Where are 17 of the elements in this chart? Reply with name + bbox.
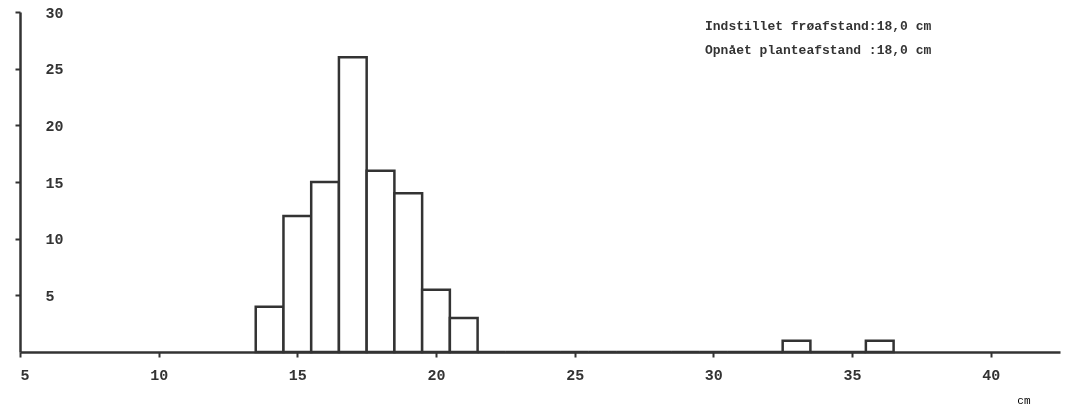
y-tick-label: 10 xyxy=(45,232,64,250)
y-tick-label: 20 xyxy=(45,118,64,136)
x-tick-label: 35 xyxy=(843,367,862,385)
x-tick-label: 5 xyxy=(20,367,30,385)
annotation: Indstillet frøafstand:18,0 cm xyxy=(705,19,932,34)
annotation: Opnået planteafstand :18,0 cm xyxy=(705,43,932,58)
x-axis-title: cm xyxy=(1017,394,1031,407)
x-tick-label: 15 xyxy=(288,367,307,385)
x-tick-label: 30 xyxy=(704,367,723,385)
y-tick-label: 15 xyxy=(45,175,64,193)
x-tick-label: 20 xyxy=(427,367,446,385)
y-tick-label: 25 xyxy=(45,62,64,80)
y-tick-label: 30 xyxy=(45,5,64,23)
x-tick-label: 25 xyxy=(566,367,585,385)
x-tick-label: 10 xyxy=(150,367,169,385)
y-tick-label: 5 xyxy=(45,288,55,306)
x-tick-label: 40 xyxy=(982,367,1001,385)
